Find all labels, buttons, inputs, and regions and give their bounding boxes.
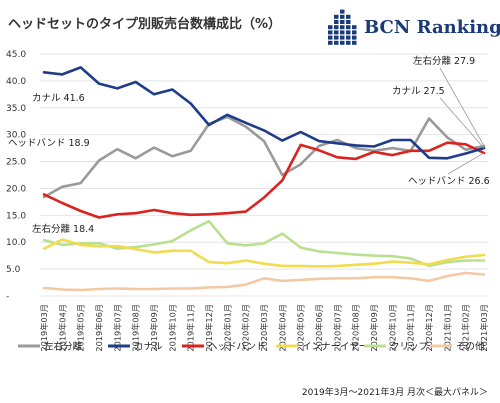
- series-line-3: [42, 238, 486, 268]
- x-tick-label: 2019年09月: [149, 304, 159, 352]
- logo-square: [352, 30, 357, 35]
- x-tick-label: 2020年12月: [424, 304, 434, 352]
- logo-square: [346, 40, 351, 45]
- x-tick-label: 2019年05月: [76, 304, 86, 352]
- logo-square: [346, 35, 351, 40]
- y-tick-label: -: [6, 292, 9, 302]
- x-tick-label: 2020年06月: [314, 304, 324, 352]
- x-tick-label: 2020年05月: [296, 304, 306, 352]
- x-tick-label: 2021年01月: [442, 304, 452, 352]
- logo-square: [352, 25, 357, 30]
- x-axis: 2019年03月 2019年04月 2019年05月 2019年06月 2019年07月…: [39, 304, 489, 352]
- series-line-5: [42, 271, 486, 292]
- series-line-1: [42, 66, 486, 160]
- x-tick-label: 2020年07月: [332, 304, 342, 352]
- logo-square: [328, 35, 333, 40]
- annotation-label: 左右分離 18.4: [32, 223, 94, 235]
- y-tick-label: 30.0: [6, 131, 26, 141]
- logo-square: [328, 25, 333, 30]
- annotation-leader: [439, 67, 485, 147]
- y-tick-label: 15.0: [6, 211, 26, 221]
- x-tick-label: 2020年01月: [222, 304, 232, 352]
- y-tick-label: 35.0: [6, 104, 26, 114]
- logo-square: [334, 40, 339, 45]
- x-tick-label: 2019年08月: [131, 304, 141, 352]
- logo-square: [334, 25, 339, 30]
- logo-square: [340, 20, 345, 24]
- x-tick-label: 2020年03月: [259, 304, 269, 352]
- logo-square: [328, 30, 333, 35]
- x-tick-label: 2019年10月: [167, 304, 177, 352]
- x-tick-label: 2019年07月: [112, 304, 122, 352]
- x-tick-label: 2019年11月: [186, 304, 196, 352]
- y-tick-label: 25.0: [6, 158, 26, 168]
- legend-label: クリップ: [390, 342, 429, 353]
- y-tick-label: 5.0: [6, 265, 21, 275]
- logo-square: [328, 40, 333, 45]
- annotation-leader: [439, 97, 485, 149]
- x-tick-label: 2021年02月: [461, 304, 471, 352]
- logo-square: [352, 35, 357, 40]
- series-lines: [42, 66, 486, 292]
- legend-label: インナーイヤー: [302, 342, 368, 353]
- logo-square: [352, 40, 357, 45]
- logo-square: [340, 40, 345, 45]
- logo-square: [334, 14, 339, 19]
- y-tick-label: 45.0: [6, 50, 26, 60]
- annotation-label: ヘッドバンド 26.6: [408, 176, 490, 187]
- legend-label: ヘッドバンド: [208, 342, 265, 353]
- y-tick-label: 40.0: [6, 77, 26, 87]
- legend-label: その他: [456, 341, 485, 353]
- x-tick-label: 2020年08月: [351, 304, 361, 352]
- x-tick-label: 2020年02月: [241, 304, 251, 352]
- x-tick-label: 2019年12月: [204, 304, 214, 352]
- annotations: カナル 41.6 ヘッドバンド 18.9 左右分離 18.4 左右分離 27.9 カナル…: [8, 55, 490, 235]
- annotation-leader: [447, 152, 485, 175]
- logo-square: [340, 14, 345, 19]
- chart-title: ヘッドセットのタイプ別販売台数構成比（%）: [8, 16, 281, 32]
- legend-label: 左右分離: [44, 341, 83, 353]
- series-line-4: [42, 219, 486, 268]
- logo-square: [334, 20, 339, 24]
- logo-square: [340, 9, 345, 14]
- annotation-label: カナル 27.5: [392, 86, 445, 97]
- annotation-label: カナル 41.6: [32, 93, 85, 104]
- logo-square: [334, 30, 339, 35]
- y-tick-label: 20.0: [6, 184, 26, 194]
- y-axis: - 5.0 10.0 15.0 20.0 25.0 30.0 35.0 40.0 45.0: [6, 50, 26, 302]
- logo-square: [340, 30, 345, 35]
- x-tick-label: 2020年09月: [369, 304, 379, 352]
- logo-square: [346, 30, 351, 35]
- y-tick-label: 10.0: [6, 238, 26, 248]
- footer-note: 2019年3月～2021年3月 月次＜最大パネル＞: [302, 386, 488, 398]
- logo-square: [334, 35, 339, 40]
- x-tick-label: 2021年03月: [479, 304, 489, 352]
- x-tick-label: 2019年03月: [39, 304, 49, 352]
- x-tick-label: 2019年04月: [57, 304, 67, 352]
- x-tick-label: 2019年06月: [94, 304, 104, 352]
- logo-square: [340, 25, 345, 30]
- logo-square: [346, 20, 351, 24]
- logo-square: [340, 35, 345, 40]
- annotation-label: 左右分離 27.9: [413, 55, 475, 67]
- logo-grid-icon: [328, 9, 357, 45]
- x-tick-label: 2020年10月: [387, 304, 397, 352]
- logo-square: [346, 14, 351, 19]
- logo-square: [346, 25, 351, 30]
- bcn-logo: BCN Ranking: [328, 9, 500, 45]
- legend: 左右分離 カナル ヘッドバンド インナーイヤー クリップ その他: [18, 341, 485, 353]
- legend-label: カナル: [134, 342, 163, 353]
- x-tick-label: 2020年11月: [406, 304, 416, 352]
- logo-text: BCN Ranking: [364, 17, 500, 38]
- annotation-label: ヘッドバンド 18.9: [8, 138, 90, 149]
- series-line-2: [42, 141, 486, 219]
- x-tick-label: 2020年04月: [277, 304, 287, 352]
